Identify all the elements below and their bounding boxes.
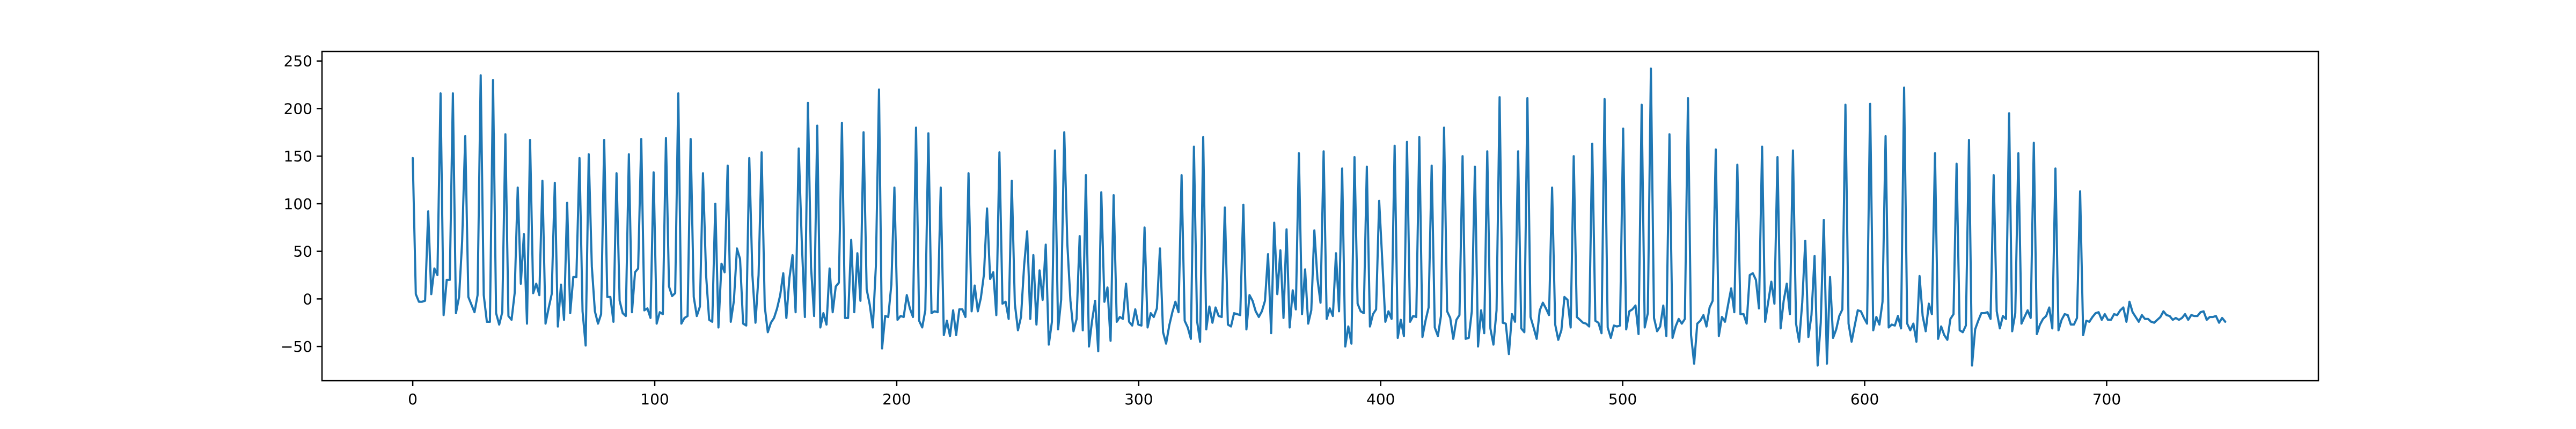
y-tick-label: 0: [303, 290, 312, 308]
x-tick-label: 600: [1850, 390, 1879, 408]
y-tick-label: 250: [284, 53, 312, 70]
x-tick-label: 0: [408, 390, 418, 408]
x-tick-label: 300: [1124, 390, 1153, 408]
x-tick-label: 700: [2092, 390, 2121, 408]
x-axis-ticks: 0 100 200 300 400 500 600 700: [408, 381, 2121, 408]
y-axis-ticks: −50 0 50 100 150 200 250: [281, 53, 322, 356]
y-tick-label: −50: [281, 338, 312, 356]
plot-frame: [321, 50, 2319, 382]
x-tick-label: 200: [882, 390, 911, 408]
x-tick-label: 400: [1366, 390, 1395, 408]
y-tick-label: 200: [284, 100, 312, 117]
y-tick-label: 150: [284, 147, 312, 165]
plot-area: −50 0 50 100 150 200 250 0 100 200 300 400 500 600 70…: [281, 50, 2319, 408]
x-tick-label: 100: [640, 390, 669, 408]
series-line: [412, 67, 2227, 367]
y-tick-label: 50: [293, 243, 312, 261]
y-tick-label: 100: [284, 195, 312, 213]
x-tick-label: 500: [1608, 390, 1637, 408]
